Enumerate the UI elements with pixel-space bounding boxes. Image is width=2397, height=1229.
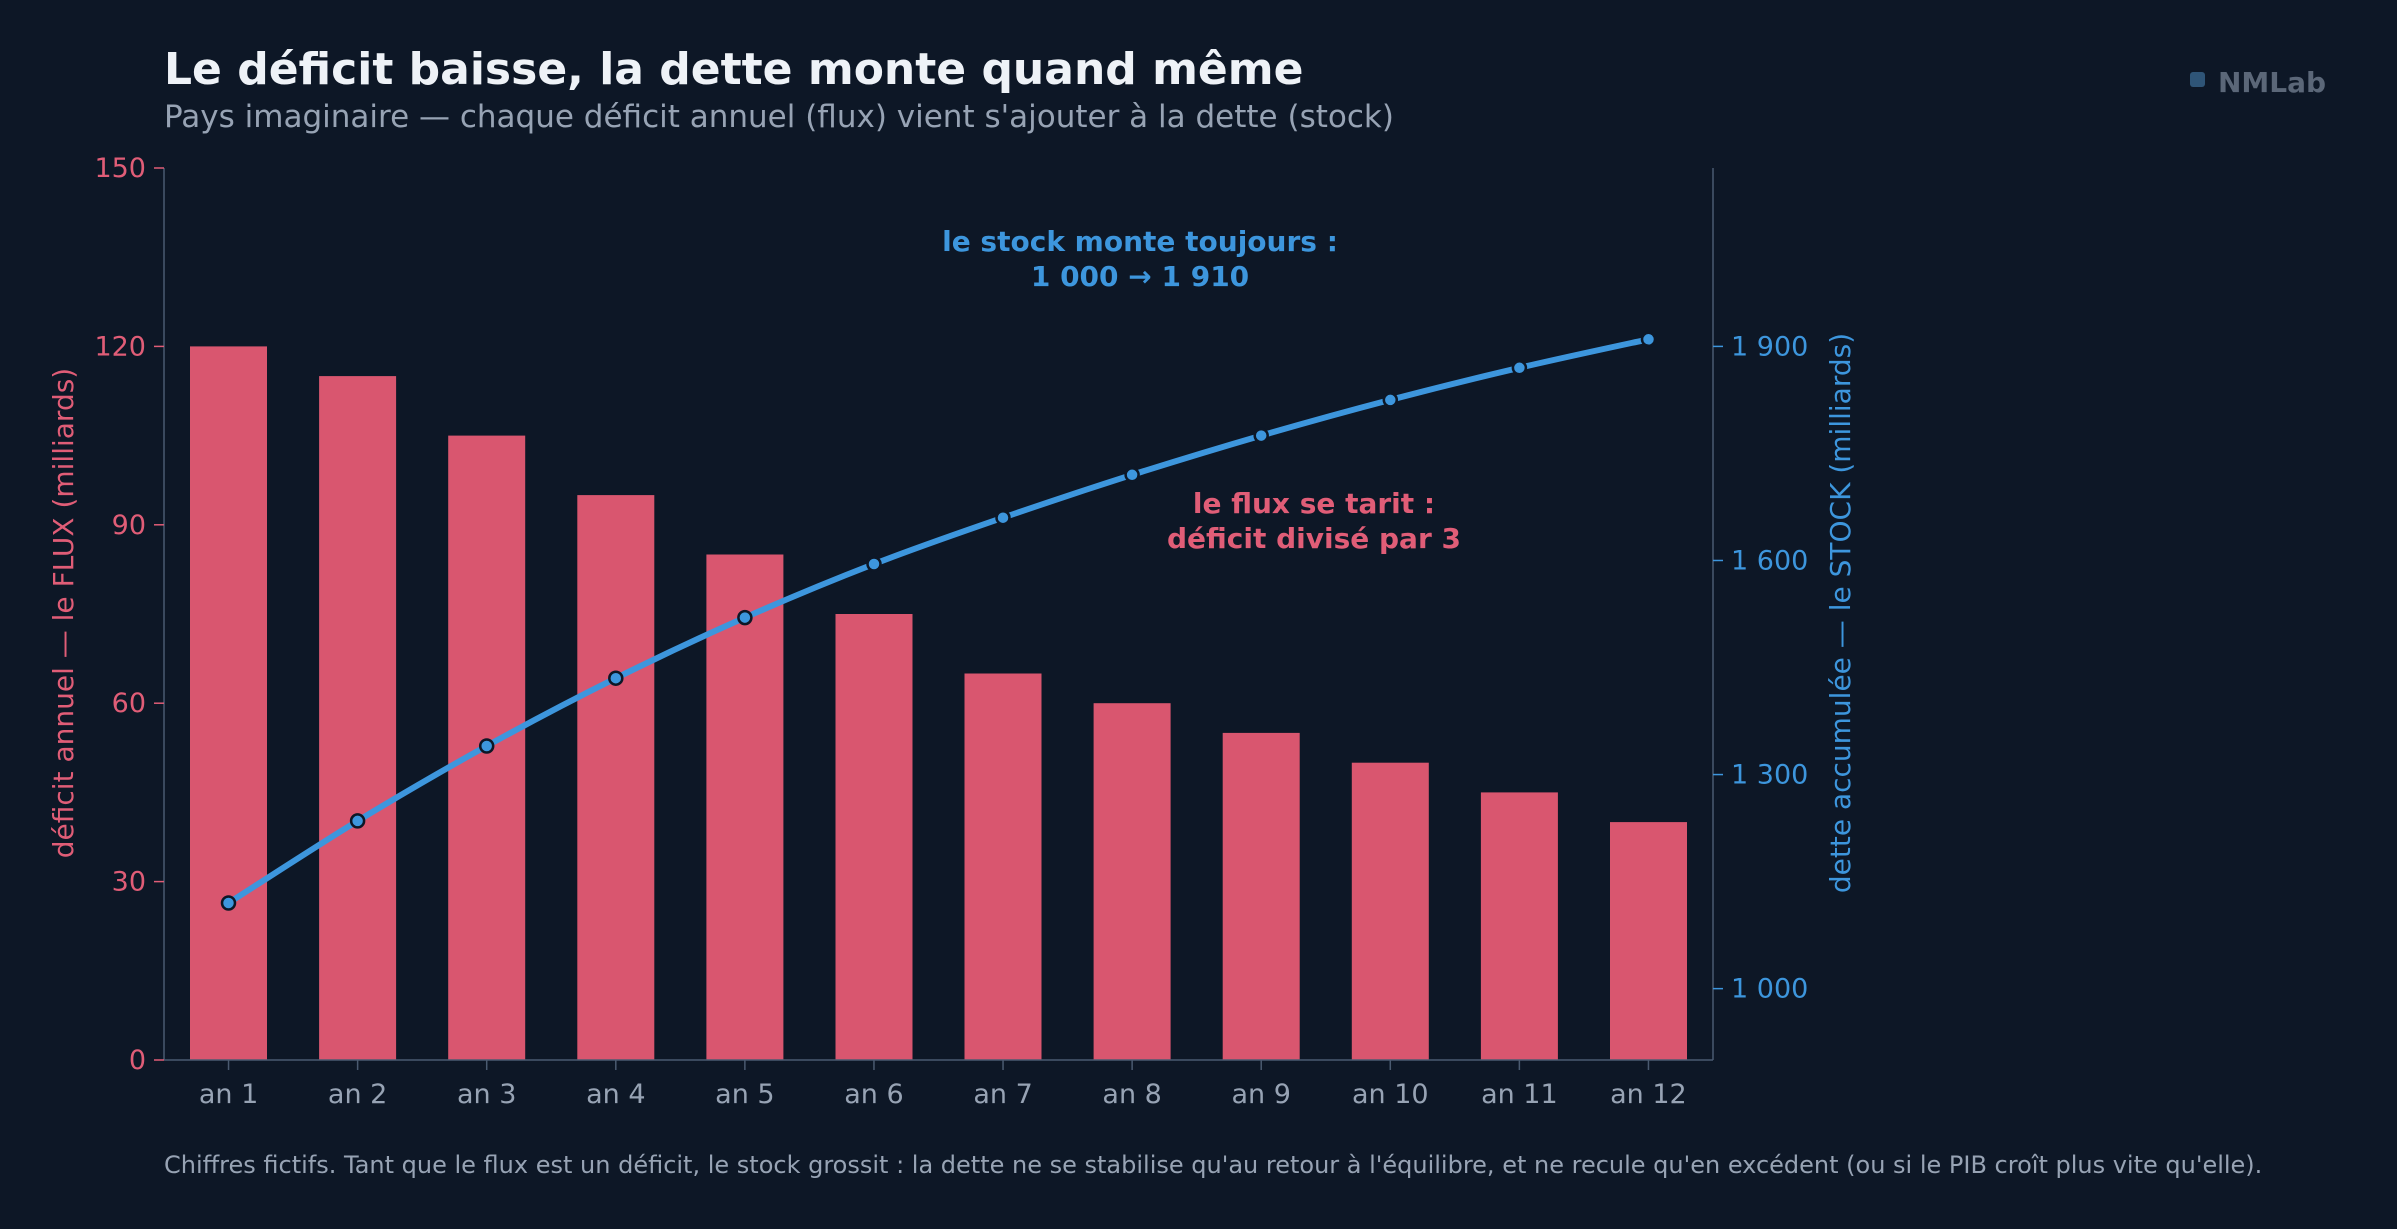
x-tick-label: an 11: [1481, 1079, 1558, 1110]
y-left-tick-label: 30: [112, 867, 146, 898]
x-tick-label: an 4: [586, 1079, 645, 1110]
y-right-tick-label: 1 600: [1731, 545, 1808, 576]
flux-bar-12: [1610, 822, 1687, 1060]
y-left-tick-label: 60: [112, 688, 146, 719]
stock-point-2: [349, 813, 366, 829]
annotation-flux-line-2: déficit divisé par 3: [1167, 522, 1461, 555]
y-right-tick-label: 1 900: [1731, 331, 1808, 362]
chart-axes: [163, 168, 1714, 1061]
x-tick-label: an 8: [1102, 1079, 1161, 1110]
y-left-tick-label: 90: [112, 510, 146, 541]
x-tick-label: an 12: [1610, 1079, 1687, 1110]
y-axis-left-label: déficit annuel — le FLUX (milliards): [47, 368, 80, 858]
y-right-tick-label: 1 300: [1731, 760, 1808, 791]
x-tick-label: an 1: [199, 1079, 258, 1110]
y-left-tick-label: 120: [94, 331, 146, 362]
stock-line: [225, 336, 1652, 906]
stock-point-12: [1640, 331, 1657, 348]
chart-footnote: Chiffres fictifs. Tant que le flux est u…: [164, 1151, 2262, 1179]
chart-title: Le déficit baisse, la dette monte quand …: [164, 44, 1303, 95]
stock-point-4: [608, 670, 624, 686]
stock-point-5: [737, 609, 753, 626]
x-tick-label: an 7: [973, 1079, 1032, 1110]
flux-bar-1: [190, 346, 267, 1060]
stock-point-11: [1511, 360, 1528, 376]
y-axis-right-label: dette accumulée — le STOCK (milliards): [1824, 333, 1857, 893]
stock-point-10: [1382, 392, 1399, 408]
x-tick-label: an 3: [457, 1079, 516, 1110]
stock-point-7: [995, 509, 1011, 526]
flux-bar-7: [964, 673, 1042, 1060]
flux-bar-10: [1351, 762, 1429, 1060]
brand-logo-icon: [2190, 72, 2205, 87]
annotation-stock-line-1: le stock monte toujours :: [942, 225, 1338, 258]
annotation-stock-line-2: 1 000 → 1 910: [1031, 260, 1249, 293]
chart-subtitle: Pays imaginaire — chaque déficit annuel …: [164, 99, 1394, 135]
flux-bar-6: [835, 614, 913, 1060]
x-tick-label: an 10: [1352, 1079, 1429, 1110]
stock-point-9: [1253, 427, 1269, 444]
flux-bar-4: [577, 495, 655, 1061]
flux-bar-11: [1480, 792, 1558, 1060]
y-right-tick-label: 1 000: [1731, 974, 1808, 1005]
flux-bar-2: [319, 376, 397, 1061]
stock-point-6: [866, 556, 882, 572]
chart-ticks: 0 30 60 90 120 150 1 000 1 300 1 600 1 900 an 1 an …: [94, 153, 1808, 1110]
flux-bar-9: [1222, 732, 1300, 1060]
flux-bar-8: [1093, 703, 1171, 1060]
flux-bars: [190, 346, 1687, 1061]
y-left-tick-label: 0: [129, 1045, 146, 1076]
annotation-flux-line-1: le flux se tarit :: [1193, 487, 1435, 520]
x-tick-label: an 9: [1231, 1079, 1290, 1110]
stock-point-3: [478, 738, 495, 754]
x-tick-label: an 6: [844, 1079, 903, 1110]
stock-line-layer: [220, 331, 1657, 911]
x-tick-label: an 2: [328, 1079, 387, 1110]
stock-point-1: [220, 895, 237, 911]
y-left-tick-label: 150: [94, 153, 146, 184]
stock-point-8: [1124, 467, 1140, 483]
x-tick-label: an 5: [715, 1079, 774, 1110]
flux-bar-5: [706, 554, 784, 1060]
brand-name: NMLab: [2218, 66, 2326, 99]
